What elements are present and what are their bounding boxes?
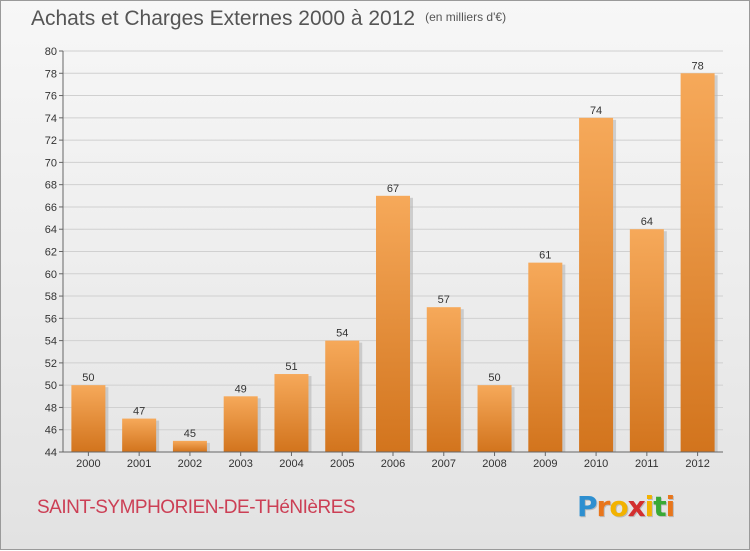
x-tick-label-2009: 2009 [533,458,557,470]
logo-letter: o [609,490,628,523]
x-tick-label-2004: 2004 [279,458,303,470]
y-tick-label: 56 [45,313,57,325]
y-tick-label: 68 [45,180,57,192]
x-tick-label-2005: 2005 [330,458,354,470]
data-label-2005: 54 [336,328,348,340]
x-tick-label-2002: 2002 [178,458,202,470]
y-tick-label: 58 [45,291,57,303]
x-tick-label-2007: 2007 [432,458,456,470]
y-tick-label: 70 [45,157,57,169]
chart-title: Achats et Charges Externes 2000 à 2012 (e… [31,7,506,31]
x-tick-label-2011: 2011 [635,458,659,470]
commune-name: SAINT-SYMPHORIEN-DE-THéNIèRES [37,497,356,518]
y-tick-label: 66 [45,202,57,214]
bars: 50 47 45 49 51 54 67 57 50 61 74 64 78 [71,60,718,453]
y-tick-label: 64 [45,224,57,236]
data-label-2008: 50 [488,372,500,384]
y-tick-label: 80 [45,46,57,58]
logo-letter: P [577,490,598,523]
bar-2012 [680,73,715,453]
data-label-2004: 51 [285,361,297,373]
bar-2007 [426,307,461,452]
data-label-2007: 57 [438,294,450,306]
data-label-2003: 49 [235,383,247,395]
bar-2000 [71,385,106,452]
y-tick-label: 50 [45,380,57,392]
x-tick-label-2003: 2003 [228,458,252,470]
x-tick-label-2006: 2006 [381,458,405,470]
data-label-2011: 64 [641,216,653,228]
data-label-2010: 74 [590,105,602,117]
logo-letter: r [596,490,611,523]
x-tick-label-2001: 2001 [127,458,151,470]
logo-letter: i [644,490,655,523]
y-tick-label: 54 [45,336,57,348]
y-tick-label: 62 [45,247,57,259]
x-tick-label-2000: 2000 [76,458,100,470]
data-label-2012: 78 [691,60,703,72]
bar-2008 [477,385,512,452]
data-label-2006: 67 [387,183,399,195]
axes: 44 46 48 50 52 54 56 58 60 62 64 66 68 70 72 74 76 78 80 20… [45,46,723,470]
x-tick-label-2012: 2012 [685,458,709,470]
bar-2002 [172,440,207,452]
bar-2010 [579,117,614,452]
y-tick-label: 52 [45,358,57,370]
data-label-2009: 61 [539,250,551,262]
bar-2004 [274,374,309,452]
proxiti-logo: Proxiti [577,490,676,523]
bar-2003 [223,396,258,452]
title-unit: (en milliers d'€) [425,10,507,24]
logo-letter: i [665,490,676,523]
bar-2009 [528,262,563,452]
y-tick-label: 74 [45,113,57,125]
title-text: Achats et Charges Externes 2000 à 2012 [31,7,416,30]
y-tick-label: 44 [45,447,57,459]
bar-2001 [122,418,157,452]
bar-2006 [376,195,410,453]
bar-2011 [629,229,664,452]
x-tick-label-2008: 2008 [482,458,506,470]
y-tick-label: 46 [45,425,57,437]
y-tick-label: 72 [45,135,57,147]
logo-letter: t [653,490,666,523]
data-label-2002: 45 [184,428,196,440]
x-tick-label-2010: 2010 [584,458,608,470]
bar-2005 [325,340,360,452]
y-tick-label: 48 [45,402,57,414]
y-tick-label: 60 [45,269,57,281]
data-label-2000: 50 [82,372,94,384]
y-tick-label: 76 [45,91,57,103]
logo-letter: x [627,490,646,523]
y-tick-label: 78 [45,68,57,80]
data-label-2001: 47 [133,406,145,418]
